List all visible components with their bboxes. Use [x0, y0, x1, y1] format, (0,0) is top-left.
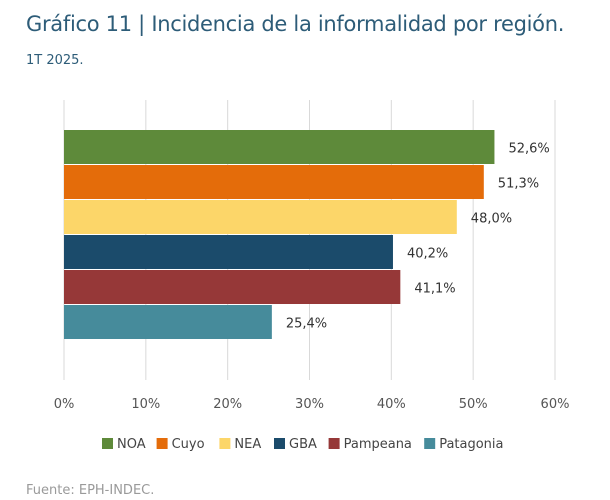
x-tick-label: 50% — [459, 397, 488, 412]
chart-title: Gráfico 11 | Incidencia de la informalid… — [26, 12, 565, 36]
data-label: 41,1% — [414, 282, 455, 297]
bar-pampeana — [64, 270, 401, 304]
legend-swatch — [102, 438, 113, 449]
legend-label: Patagonia — [439, 437, 503, 452]
data-label: 25,4% — [286, 317, 327, 332]
data-label: 51,3% — [498, 177, 539, 192]
x-tick-label: 20% — [213, 397, 242, 412]
bar-patagonia — [64, 305, 272, 339]
data-label: 52,6% — [508, 142, 549, 157]
source-note: Fuente: EPH-INDEC. — [26, 483, 155, 498]
legend-swatch — [274, 438, 285, 449]
legend-swatch — [424, 438, 436, 449]
legend-label: GBA — [289, 437, 317, 452]
legend-swatch — [328, 438, 340, 449]
legend-label: Pampeana — [344, 437, 412, 452]
legend-swatch — [219, 438, 231, 449]
data-label: 48,0% — [471, 212, 512, 227]
bar-noa — [64, 130, 495, 164]
chart-subtitle: 1T 2025. — [26, 53, 84, 68]
data-label: 40,2% — [407, 247, 448, 262]
x-tick-label: 60% — [541, 397, 570, 412]
legend-label: Cuyo — [172, 437, 205, 452]
x-tick-label: 0% — [54, 397, 75, 412]
x-tick-label: 30% — [295, 397, 324, 412]
legend-swatch — [156, 438, 168, 449]
x-tick-label: 40% — [377, 397, 406, 412]
legend-label: NEA — [234, 437, 261, 452]
bar-nea — [64, 200, 457, 234]
legend-label: NOA — [117, 437, 146, 452]
bar-gba — [64, 235, 393, 269]
x-tick-label: 10% — [131, 397, 160, 412]
bar-cuyo — [64, 165, 484, 199]
